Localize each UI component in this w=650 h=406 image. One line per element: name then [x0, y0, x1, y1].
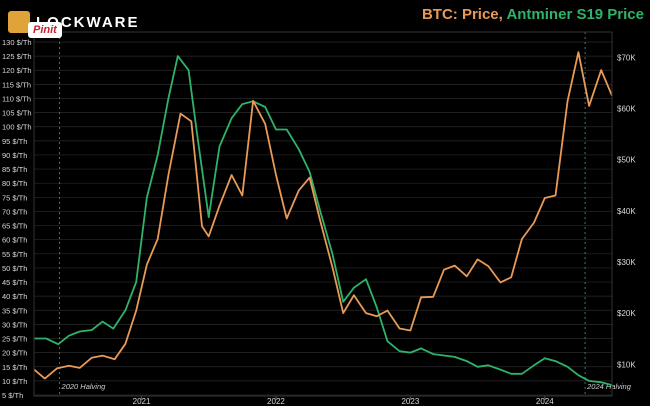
y-left-tick-label: 5 $/Th	[2, 391, 23, 400]
btc-price-line	[33, 51, 613, 380]
y-left-ticks: 5 $/Th 10 $/Th 15 $/Th 20 $/Th 25 $/Th 30 $/T…	[2, 38, 32, 400]
y-left-tick-label: 115 $/Th	[2, 80, 31, 89]
halving-label: 2020 Halving	[61, 382, 107, 391]
y-left-tick-label: 50 $/Th	[2, 264, 27, 273]
y-right-tick-label: $60K	[617, 105, 636, 114]
y-right-tick-label: $20K	[617, 309, 636, 318]
y-right-tick-label: $10K	[617, 360, 636, 369]
y-right-tick-label: $70K	[617, 53, 636, 62]
x-tick-label: 2023	[401, 397, 419, 406]
y-left-tick-label: 110 $/Th	[2, 94, 31, 103]
x-ticks: 2021 2022 2023 2024	[133, 396, 554, 406]
halving-label: 2024 Halving	[586, 382, 632, 391]
y-right-ticks: $10K $20K $30K $40K $50K $60K $70K	[617, 53, 636, 369]
y-left-tick-label: 55 $/Th	[2, 250, 27, 259]
plot-frame	[33, 31, 613, 397]
title-antminer: Antminer S19 Price	[506, 6, 644, 23]
y-left-tick-label: 20 $/Th	[2, 349, 27, 358]
y-left-tick-label: 15 $/Th	[2, 363, 27, 372]
chart-title: BTC: Price, Antminer S19 Price	[422, 6, 644, 23]
y-left-tick-label: 25 $/Th	[2, 335, 27, 344]
x-tick-label: 2022	[267, 397, 285, 406]
pinit-button[interactable]: Pinit	[28, 22, 62, 38]
y-left-tick-label: 120 $/Th	[2, 66, 32, 75]
halving-markers: 2020 Halving 2024 Halving	[59, 32, 632, 396]
y-left-tick-label: 130 $/Th	[2, 38, 32, 47]
y-left-tick-label: 40 $/Th	[2, 292, 27, 301]
y-right-tick-label: $30K	[617, 258, 636, 267]
grid	[34, 41, 612, 396]
title-btc: BTC: Price	[421, 6, 499, 23]
y-left-tick-label: 10 $/Th	[2, 377, 27, 386]
y-left-tick-label: 85 $/Th	[2, 165, 27, 174]
y-left-tick-label: 65 $/Th	[2, 222, 27, 231]
x-tick-label: 2021	[133, 397, 151, 406]
logo-mark-icon	[8, 11, 30, 33]
y-left-tick-label: 35 $/Th	[2, 306, 27, 315]
title-separator: ,	[498, 6, 503, 23]
y-left-tick-label: 60 $/Th	[2, 236, 27, 245]
y-left-tick-label: 80 $/Th	[2, 179, 27, 188]
y-right-tick-label: $50K	[617, 156, 636, 165]
y-left-tick-label: 75 $/Th	[2, 193, 27, 202]
y-right-tick-label: $40K	[617, 207, 636, 216]
y-left-tick-label: 30 $/Th	[2, 320, 27, 329]
y-left-tick-label: 100 $/Th	[2, 123, 32, 132]
y-left-tick-label: 105 $/Th	[2, 109, 32, 118]
y-left-tick-label: 45 $/Th	[2, 278, 27, 287]
x-tick-label: 2024	[536, 397, 554, 406]
y-left-tick-label: 90 $/Th	[2, 151, 27, 160]
y-left-tick-label: 70 $/Th	[2, 207, 27, 216]
antminer-price-line	[34, 55, 613, 386]
series-lines	[33, 51, 613, 386]
y-left-tick-label: 125 $/Th	[2, 52, 32, 61]
y-left-tick-label: 95 $/Th	[2, 137, 27, 146]
